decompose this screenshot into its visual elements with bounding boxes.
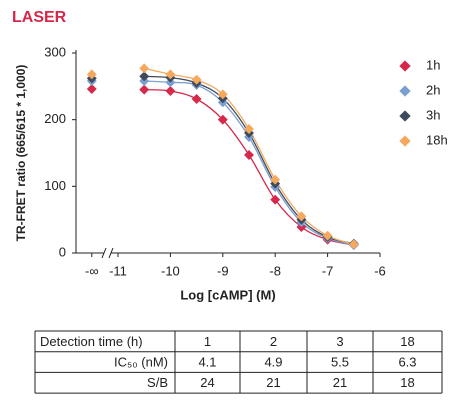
y-tick-label: 100 xyxy=(44,178,66,193)
table-cell: S/B xyxy=(147,375,168,390)
legend-marker xyxy=(399,85,411,97)
table-cell: IC₅₀ (nM) xyxy=(114,354,168,369)
data-point xyxy=(244,124,254,134)
fit-curve xyxy=(144,89,354,246)
x-tick-label: -9 xyxy=(217,263,229,278)
data-point xyxy=(191,74,202,85)
x-tick-label: -8 xyxy=(269,263,281,278)
table-cell: Detection time (h) xyxy=(40,334,143,349)
data-point xyxy=(139,84,150,95)
x-tick-label: -10 xyxy=(161,263,180,278)
table-cell: 24 xyxy=(200,375,214,390)
axes xyxy=(75,50,380,259)
x-tick-label: -11 xyxy=(109,263,127,278)
x-tick-label: -7 xyxy=(322,263,334,278)
data-point xyxy=(244,150,254,160)
data-point xyxy=(191,94,202,104)
y-tick-label: 300 xyxy=(44,44,66,59)
data-point xyxy=(165,86,176,96)
x-axis-label: Log [cAMP] (M) xyxy=(180,287,275,302)
table-cell: 3 xyxy=(336,334,343,349)
y-tick-label: 0 xyxy=(59,244,66,259)
x-tick-label: -6 xyxy=(374,263,386,278)
fit-curve xyxy=(144,75,354,245)
table-cell: 18 xyxy=(400,334,414,349)
table-cell: 1 xyxy=(204,334,211,349)
data-point xyxy=(270,174,281,185)
legend-label: 18h xyxy=(426,132,448,147)
data-point xyxy=(348,239,359,250)
table-cell: 4.1 xyxy=(198,354,216,369)
y-axis-label: TR-FRET ratio (665/615 * 1,000) xyxy=(14,65,28,242)
legend-marker xyxy=(399,110,411,122)
data-point xyxy=(139,71,150,82)
x-tick-label: -∞ xyxy=(85,263,99,278)
data-point xyxy=(217,89,228,100)
legend-label: 3h xyxy=(426,107,440,122)
data-point xyxy=(86,84,97,94)
data-point xyxy=(270,194,281,205)
legend-marker xyxy=(399,60,411,72)
table-cell: 6.3 xyxy=(398,354,416,369)
data-point xyxy=(296,211,307,222)
table-cell: 5.5 xyxy=(331,354,349,369)
table-cell: 4.9 xyxy=(264,354,282,369)
legend-marker xyxy=(399,135,411,147)
data-point xyxy=(165,69,176,80)
table-cell: 18 xyxy=(400,375,414,390)
fit-curve xyxy=(144,80,354,246)
data-point xyxy=(322,230,333,241)
legend-label: 1h xyxy=(426,57,440,72)
data-point xyxy=(139,63,150,74)
table-cell: 21 xyxy=(266,375,280,390)
y-tick-label: 200 xyxy=(44,111,66,126)
table-cell: 21 xyxy=(333,375,347,390)
chart-title: LASER xyxy=(12,9,67,26)
table-cell: 2 xyxy=(270,334,277,349)
data-table: Detection time (h) 1 2 3 18 IC₅₀ (nM) 4.1 4.9 5.… xyxy=(34,330,443,394)
legend-label: 2h xyxy=(426,82,440,97)
data-point xyxy=(86,69,97,80)
data-point xyxy=(217,114,228,125)
